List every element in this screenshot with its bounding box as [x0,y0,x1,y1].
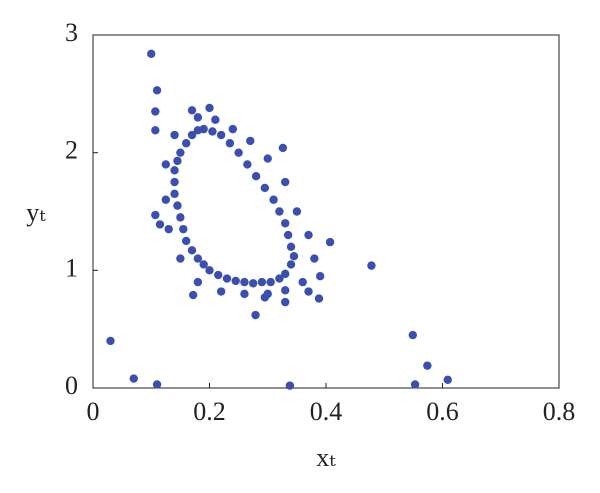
y-tick-label: 0 [65,371,78,400]
point [423,361,432,370]
point [281,269,290,279]
point [208,127,217,136]
point [286,260,296,269]
point [281,219,290,228]
point [129,374,138,383]
point [199,260,208,269]
x-tick-label: 0 [87,397,100,426]
point [292,207,302,216]
point [173,201,182,210]
point [289,252,299,261]
x-tick-label: 0.8 [543,397,576,426]
x-axis-label: xₜ [316,443,336,472]
point [161,160,171,169]
y-tick-label: 2 [65,136,78,165]
point [176,148,185,157]
point [283,230,293,240]
point [161,195,171,204]
point [151,107,160,116]
point [216,287,226,296]
point [182,236,191,246]
point [176,213,185,222]
point [179,224,188,234]
point [281,286,290,295]
point [263,154,272,163]
point [151,210,160,220]
point [443,375,452,384]
plot-frame [92,34,560,389]
point [147,49,156,59]
point [187,130,197,140]
point [285,381,295,390]
point [170,166,179,175]
point [240,289,249,299]
point [211,115,220,124]
point [278,143,288,153]
point [275,207,284,216]
point [170,130,179,140]
point [314,294,324,303]
point [257,277,267,287]
point [325,237,335,247]
point [240,277,249,287]
point [410,380,420,389]
point [367,261,376,270]
point [205,103,214,113]
point [152,86,162,95]
point [106,336,115,346]
point [281,297,290,307]
point [260,183,270,193]
point [225,139,235,148]
point [310,254,319,263]
point [228,124,237,134]
point [231,276,240,286]
y-tick-label: 1 [65,253,78,282]
point [187,106,197,115]
point [152,380,162,389]
point [251,310,260,320]
point [188,290,198,300]
point [251,172,261,181]
x-tick-label: 0.2 [193,397,226,426]
x-tick-label: 0.4 [310,397,343,426]
point [216,130,226,140]
y-tick-label: 3 [65,18,78,47]
point [155,220,165,229]
point [173,156,182,166]
point [281,177,290,187]
point [193,113,203,122]
point [222,274,232,283]
point [193,254,203,263]
point [151,126,160,135]
point [187,246,197,255]
point [315,272,325,281]
point [234,148,243,157]
point [193,277,203,287]
point [304,287,313,296]
point [298,277,307,287]
y-axis-label: yₜ [26,198,46,227]
point [205,266,214,275]
point [182,139,191,148]
point [263,289,272,299]
point [170,177,179,187]
point [176,254,185,263]
point [248,279,258,288]
x-tick-label: 0.6 [426,397,459,426]
point [193,126,203,135]
point [408,330,417,340]
point [266,277,275,287]
point [275,274,284,283]
point [243,160,252,169]
point [304,230,313,240]
point [170,189,179,199]
point [214,270,223,280]
point [286,242,296,251]
point [246,136,255,146]
point [269,195,278,204]
point [164,224,173,234]
